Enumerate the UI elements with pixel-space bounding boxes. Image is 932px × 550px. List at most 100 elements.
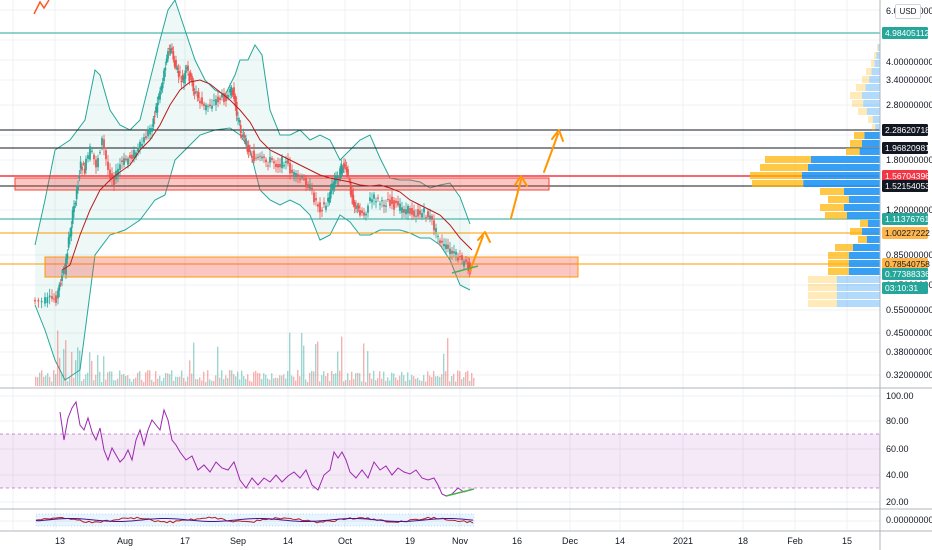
time-axis-label: 13 bbox=[55, 536, 65, 546]
volume-bar bbox=[235, 376, 237, 386]
volume-bar bbox=[121, 374, 123, 386]
volume-bar bbox=[203, 371, 205, 386]
candle-body bbox=[267, 165, 269, 167]
profile-bar-blue bbox=[863, 100, 880, 107]
candle-body bbox=[51, 296, 53, 299]
volume-bar bbox=[267, 378, 269, 386]
price-scale-label: 0.85000000 bbox=[886, 250, 932, 260]
rsi-scale-label: 60.00 bbox=[886, 444, 909, 454]
volume-bar bbox=[193, 342, 195, 386]
candle-body bbox=[275, 163, 277, 168]
volume-bar bbox=[107, 372, 109, 386]
candle-body bbox=[331, 183, 333, 191]
volume-bar bbox=[389, 380, 391, 386]
volume-bar bbox=[115, 380, 117, 386]
candle-body bbox=[413, 210, 415, 217]
candle-body bbox=[242, 134, 245, 136]
volume-bar bbox=[223, 379, 225, 386]
volume-bar bbox=[139, 371, 141, 386]
volume-bar bbox=[331, 370, 333, 386]
candle-body bbox=[246, 146, 249, 152]
volume-bar bbox=[215, 375, 217, 386]
volume-bar bbox=[283, 374, 285, 386]
candlestick-series[interactable] bbox=[34, 43, 472, 309]
volume-bar bbox=[211, 380, 213, 386]
candle-body bbox=[352, 194, 355, 205]
candle-body bbox=[176, 67, 179, 70]
candle-body bbox=[447, 244, 449, 249]
volume-bar bbox=[87, 372, 89, 386]
volume-bar bbox=[435, 376, 437, 386]
candle-body bbox=[147, 129, 149, 137]
profile-bar-blue bbox=[836, 292, 880, 299]
volume-bar bbox=[471, 372, 473, 386]
volume-bar bbox=[259, 373, 261, 386]
candle-body bbox=[339, 168, 341, 180]
volume-bar bbox=[101, 381, 103, 386]
volume-bar bbox=[459, 371, 461, 386]
candle-body bbox=[261, 156, 263, 159]
volume-bar bbox=[59, 358, 61, 386]
time-axis-label: 16 bbox=[512, 536, 522, 546]
arrow-head-1 bbox=[477, 231, 491, 243]
candle-body bbox=[399, 203, 401, 211]
profile-bar-blue bbox=[862, 228, 880, 235]
volume-bar bbox=[241, 370, 243, 386]
profile-bar-yellow bbox=[852, 100, 864, 107]
drawing-scribble[interactable] bbox=[33, 0, 50, 15]
rsi-divergence-line[interactable] bbox=[445, 488, 475, 497]
rsi-line bbox=[59, 400, 473, 497]
oscillator-scale[interactable]: 0.00000000 bbox=[886, 515, 932, 525]
volume-bar bbox=[219, 377, 221, 386]
candle-body bbox=[373, 194, 375, 199]
currency-button[interactable]: USD bbox=[895, 4, 921, 19]
profile-bar-blue bbox=[848, 196, 880, 203]
candle-body bbox=[81, 166, 83, 171]
candle-body bbox=[299, 179, 301, 181]
grid-lines bbox=[0, 0, 880, 530]
volume-bar bbox=[387, 377, 389, 386]
candle-body bbox=[192, 82, 195, 92]
support-zone[interactable] bbox=[44, 256, 579, 278]
time-axis[interactable]: 13 Aug 17 Sep 14 Oct 19 Nov 16 Dec 14 2021 18 Feb 15 bbox=[55, 536, 852, 546]
price-tag-label: 1.56704396 bbox=[885, 171, 930, 181]
price-tag-label: 0.77388336 bbox=[885, 269, 930, 279]
candle-body bbox=[79, 161, 82, 169]
candle-body bbox=[259, 155, 261, 157]
volume-bar bbox=[403, 375, 405, 386]
candle-body bbox=[203, 103, 205, 106]
candle-body bbox=[263, 156, 265, 158]
candle-body bbox=[143, 137, 145, 143]
candle-body bbox=[411, 208, 413, 215]
volume-profile bbox=[750, 44, 880, 307]
volume-bar bbox=[161, 381, 163, 386]
divergence-line[interactable] bbox=[451, 265, 479, 274]
candle-body bbox=[223, 93, 225, 103]
candle-body bbox=[73, 205, 75, 213]
candle-body bbox=[151, 128, 153, 132]
profile-bar-blue bbox=[876, 52, 880, 59]
rsi-scale[interactable]: 100.00 80.00 60.00 40.00 20.00 bbox=[886, 391, 914, 507]
time-axis-label: Oct bbox=[338, 536, 353, 546]
volume-bar bbox=[159, 375, 161, 386]
candle-body bbox=[421, 212, 423, 218]
volume-bar bbox=[155, 371, 157, 386]
candle-body bbox=[53, 298, 55, 300]
candle-body bbox=[245, 138, 247, 145]
profile-bar-yellow bbox=[828, 268, 849, 275]
volume-bar bbox=[271, 373, 273, 386]
volume-bar bbox=[417, 377, 419, 386]
volume-bar bbox=[93, 380, 95, 386]
volume-bar bbox=[191, 373, 193, 386]
candle-body bbox=[156, 102, 159, 113]
price-scale[interactable]: 6.000000004.000000003.400000002.80000000… bbox=[886, 6, 932, 380]
candle-body bbox=[383, 204, 385, 207]
candle-body bbox=[375, 201, 377, 203]
price-tag-label: 1.00227222 bbox=[885, 228, 930, 238]
volume-bars bbox=[35, 330, 475, 386]
volume-bar bbox=[197, 379, 199, 386]
resistance-zone[interactable] bbox=[14, 177, 550, 191]
candle-body bbox=[257, 156, 259, 158]
forecast-arrows[interactable] bbox=[469, 129, 564, 272]
